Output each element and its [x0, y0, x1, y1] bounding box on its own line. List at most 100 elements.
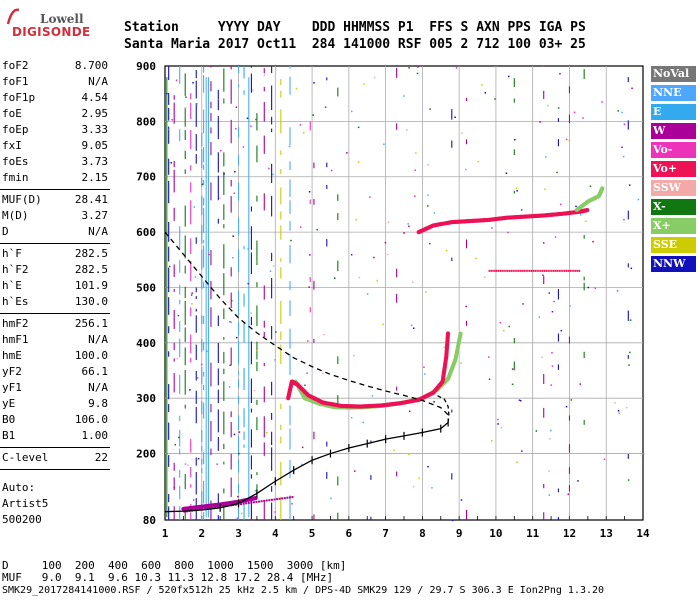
noise-dot	[229, 364, 231, 367]
noise-dot	[230, 321, 232, 324]
noise-dot	[191, 292, 193, 294]
noise-dot	[238, 452, 240, 455]
noise-dot	[223, 173, 225, 175]
noise-dot	[551, 352, 553, 354]
d-scale-row: D 100 200 400 600 800 1000 1500 3000 [km…	[2, 559, 347, 572]
param-label: foF1	[2, 75, 29, 88]
noise-dot	[206, 350, 208, 353]
noise-dot	[547, 104, 549, 107]
echo-band-dot	[573, 269, 575, 272]
echo-e-dot	[270, 498, 273, 501]
noise-dot	[346, 152, 348, 154]
param-value: 22	[94, 451, 108, 464]
noise-dot	[184, 463, 187, 465]
echo-e-dot	[273, 498, 276, 501]
noise-dot	[236, 336, 238, 339]
noise-dot	[429, 242, 431, 245]
sidebar-divider	[0, 469, 110, 470]
noise-dot	[415, 152, 417, 154]
noise-dot	[484, 92, 487, 94]
logo-digisonde: DIGISONDE	[12, 25, 91, 39]
echo-e-dot	[201, 508, 204, 511]
sidebar-param-row: fxI 9.05	[2, 139, 108, 155]
noise-dot	[423, 366, 425, 368]
param-label: fxI	[2, 139, 22, 152]
noise-dot	[424, 373, 426, 375]
echo-e-dot	[247, 501, 250, 504]
noise-dot	[412, 485, 415, 488]
noise-dot	[301, 446, 304, 449]
y-tick-label: 600	[136, 226, 156, 239]
echo-band-dot	[538, 269, 540, 272]
echo-e-dot	[276, 498, 279, 501]
footer-info: SMK29_2017284141000.RSF / 520fx512h 25 k…	[2, 585, 605, 596]
param-value: 9.8	[88, 397, 108, 410]
echo-e-dot	[258, 500, 261, 503]
param-label: foF1p	[2, 91, 36, 104]
noise-dot	[516, 189, 518, 192]
echo-e-dot	[291, 496, 294, 499]
echo-band-dot	[556, 269, 559, 272]
noise-dot	[511, 383, 514, 386]
noise-dot	[556, 171, 558, 174]
profile-solid-curve	[164, 422, 449, 513]
noise-dot	[235, 106, 238, 108]
noise-dot	[628, 184, 631, 186]
noise-dot	[357, 126, 360, 129]
param-value: 8.700	[74, 59, 108, 72]
x-tick-label: 4	[272, 527, 279, 540]
noise-dot	[454, 116, 456, 119]
noise-dot	[247, 282, 249, 285]
noise-dot	[255, 118, 257, 121]
trace-point-0	[458, 331, 463, 336]
noise-dot	[265, 431, 268, 434]
x-tick-label: 8	[419, 527, 426, 540]
param-value: N/A	[88, 75, 108, 88]
noise-dot	[508, 325, 511, 328]
noise-dot	[541, 356, 543, 359]
param-value: 2.15	[81, 171, 109, 184]
echo-band-dot	[529, 269, 531, 272]
noise-dot	[481, 84, 483, 86]
echo-e-dot	[203, 507, 206, 510]
noise-dot	[233, 433, 236, 436]
param-value: N/A	[88, 381, 108, 394]
noise-dot	[355, 218, 357, 221]
noise-dot	[553, 300, 555, 303]
echo-band-dot	[558, 269, 560, 272]
noise-dot	[549, 438, 551, 440]
noise-dot	[410, 324, 413, 326]
echo-band-dot	[549, 269, 551, 272]
echo-band-dot	[488, 269, 491, 272]
echo-band-dot	[540, 269, 542, 272]
noise-dot	[477, 160, 479, 163]
noise-dot	[461, 132, 463, 134]
echo-band-dot	[525, 269, 527, 272]
noise-dot	[465, 305, 467, 308]
noise-dot	[573, 111, 576, 114]
noise-dot	[621, 111, 623, 114]
noise-dot	[173, 486, 176, 489]
echo-e-dot	[278, 497, 281, 500]
noise-dot	[628, 364, 630, 366]
noise-dot	[516, 461, 518, 463]
noise-dot	[190, 294, 193, 296]
noise-dot	[623, 123, 626, 126]
param-value: 3.73	[81, 155, 109, 168]
noise-dot	[414, 169, 416, 172]
y-tick-label: 200	[136, 448, 156, 461]
noise-dot	[579, 383, 582, 385]
echo-band-dot	[510, 269, 513, 272]
noise-dot	[187, 464, 189, 466]
sidebar-param-row: B0 106.0	[2, 413, 108, 429]
param-value: N/A	[88, 225, 108, 238]
param-label: foEs	[2, 155, 29, 168]
echo-band-dot	[567, 269, 570, 272]
sidebar-divider	[0, 243, 110, 244]
sidebar-param-row: foF1p 4.54	[2, 91, 108, 107]
echo-band-dot	[551, 269, 553, 272]
echo-e-dot	[240, 503, 243, 506]
trace-point-2	[585, 207, 590, 213]
noise-dot	[357, 161, 360, 163]
noise-dot	[520, 209, 523, 211]
